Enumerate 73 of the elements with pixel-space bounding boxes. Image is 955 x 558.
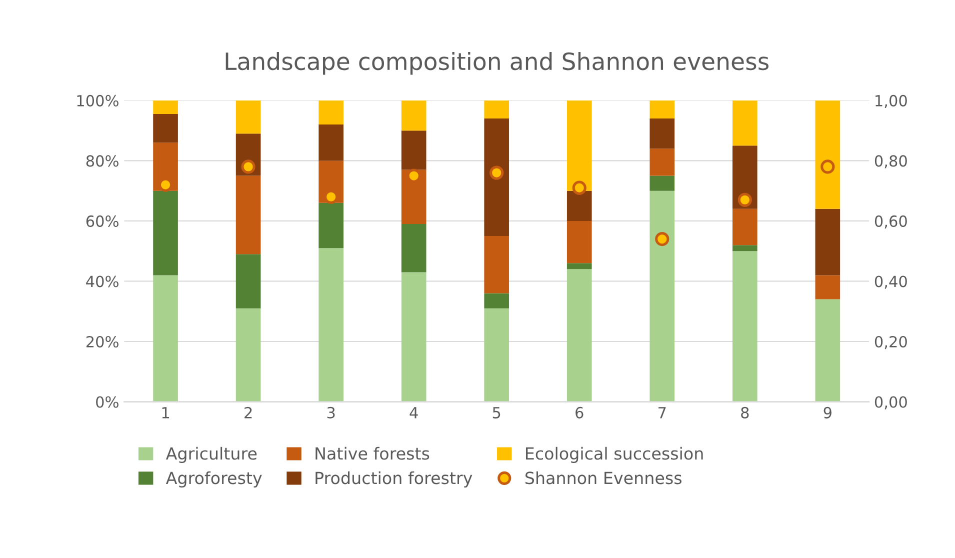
y-tick-label: 60%: [86, 215, 118, 227]
x-tick-label: 6: [576, 406, 584, 418]
bar: [401, 100, 426, 131]
bar: [318, 248, 344, 402]
y-tick-label: 0%: [96, 396, 118, 408]
bar: [650, 176, 675, 191]
x-tick-label: 3: [327, 406, 335, 418]
point: [490, 166, 504, 180]
x-tick-label: 2: [244, 406, 252, 418]
legend-label: Production forestry: [316, 471, 472, 488]
bar: [236, 176, 261, 254]
bar: [484, 100, 510, 119]
bar: [401, 130, 426, 170]
bar: [566, 190, 592, 221]
bar: [318, 100, 344, 125]
bar: [815, 299, 840, 402]
bar: [815, 275, 840, 300]
point: [820, 160, 835, 174]
bar: [732, 251, 758, 402]
point: [655, 232, 670, 246]
bar: [650, 100, 675, 119]
chart-title: Landscape composition and Shannon eveness: [226, 52, 768, 75]
bar: [650, 148, 675, 176]
bar: [566, 263, 592, 270]
bar: [732, 245, 758, 252]
bar: [815, 100, 840, 209]
x-tick-label: 7: [658, 407, 666, 418]
legend-label: Shannon Evenness: [525, 471, 682, 484]
bar: [566, 220, 592, 264]
x-tick-label: 1: [162, 407, 169, 418]
bar: [401, 272, 426, 402]
legend-label: Native forests: [316, 446, 430, 460]
bar: [650, 118, 675, 149]
bar: [401, 224, 426, 272]
x-tick-label: 9: [824, 406, 832, 418]
bar: [484, 236, 510, 294]
bar: [153, 275, 178, 402]
y2-tick-label: 0,60: [874, 215, 907, 229]
bar: [153, 100, 178, 114]
bar: [153, 190, 178, 276]
bar: [484, 118, 510, 236]
point: [241, 160, 256, 174]
legend-label: Ecological succession: [526, 446, 703, 464]
bar: [236, 308, 261, 402]
y2-tick-label: 0,00: [874, 396, 907, 410]
y-tick-label: 40%: [86, 276, 118, 288]
x-tick-label: 4: [410, 407, 418, 418]
bar: [566, 269, 592, 402]
bar: [318, 202, 344, 248]
point: [738, 192, 752, 207]
bar: [650, 190, 675, 402]
x-tick-label: 8: [741, 406, 749, 418]
y2-tick-label: 0,80: [874, 155, 907, 168]
bar: [153, 114, 178, 143]
y2-tick-label: 0,20: [874, 336, 907, 350]
bar: [484, 293, 510, 308]
y-tick-label: 80%: [86, 155, 118, 167]
bar: [732, 146, 758, 209]
x-tick-label: 5: [492, 407, 500, 418]
bar: [318, 124, 344, 161]
bar: [236, 254, 261, 308]
point: [572, 180, 586, 195]
y-tick-label: 100%: [77, 94, 118, 106]
bar: [732, 100, 758, 146]
bar: [815, 208, 840, 276]
bar: [732, 208, 758, 246]
y2-tick-label: 0,40: [874, 276, 907, 289]
y2-tick-label: 1,00: [876, 94, 907, 108]
bar: [484, 308, 510, 402]
legend-label: Agriculture: [166, 446, 257, 464]
bar: [236, 100, 261, 134]
legend-label: Agroforesty: [166, 471, 262, 488]
y-tick-label: 20%: [86, 336, 118, 348]
